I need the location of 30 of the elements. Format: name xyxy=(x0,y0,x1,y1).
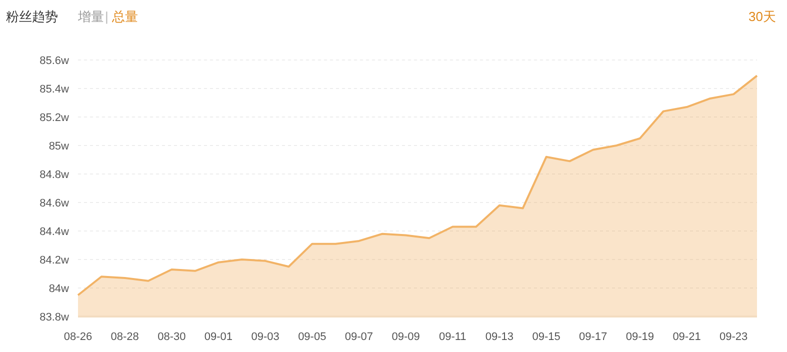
y-tick-label: 84.4w xyxy=(40,226,70,238)
x-tick-label: 08-30 xyxy=(158,331,186,343)
x-tick-label: 09-07 xyxy=(344,331,374,343)
y-tick-label: 83.8w xyxy=(40,312,70,324)
x-tick-label: 09-15 xyxy=(532,331,560,343)
text: 总量 xyxy=(111,9,138,24)
x-tick-label: 09-09 xyxy=(392,331,420,343)
x-tick-label: 09-17 xyxy=(579,331,608,343)
x-tick-label: 09-03 xyxy=(251,331,280,343)
y-tick-label: 85.6w xyxy=(40,55,70,67)
y-tick-label: 85.4w xyxy=(40,84,70,96)
x-tick-label: 09-11 xyxy=(438,331,466,343)
x-tick-label: 09-19 xyxy=(626,331,654,343)
y-tick-label: 85.2w xyxy=(40,112,70,124)
text: | xyxy=(105,9,108,24)
x-tick-label: 08-28 xyxy=(110,331,139,343)
x-tick-label: 09-05 xyxy=(298,331,326,343)
chart-title: 粉丝趋势 xyxy=(6,9,58,24)
x-tick-label: 08-26 xyxy=(64,331,92,343)
text: 30天 xyxy=(748,9,776,24)
x-tick-label: 09-13 xyxy=(485,331,514,343)
y-tick-label: 84w xyxy=(48,283,70,295)
y-tick-label: 84.2w xyxy=(40,254,70,266)
x-tick-label: 09-01 xyxy=(204,331,233,343)
y-tick-label: 85w xyxy=(48,140,70,152)
x-tick-label: 09-23 xyxy=(720,331,748,343)
x-tick-label: 09-21 xyxy=(672,331,701,343)
text: 增量 xyxy=(77,9,104,24)
y-tick-label: 84.8w xyxy=(40,169,70,181)
y-tick-label: 84.6w xyxy=(40,198,70,210)
